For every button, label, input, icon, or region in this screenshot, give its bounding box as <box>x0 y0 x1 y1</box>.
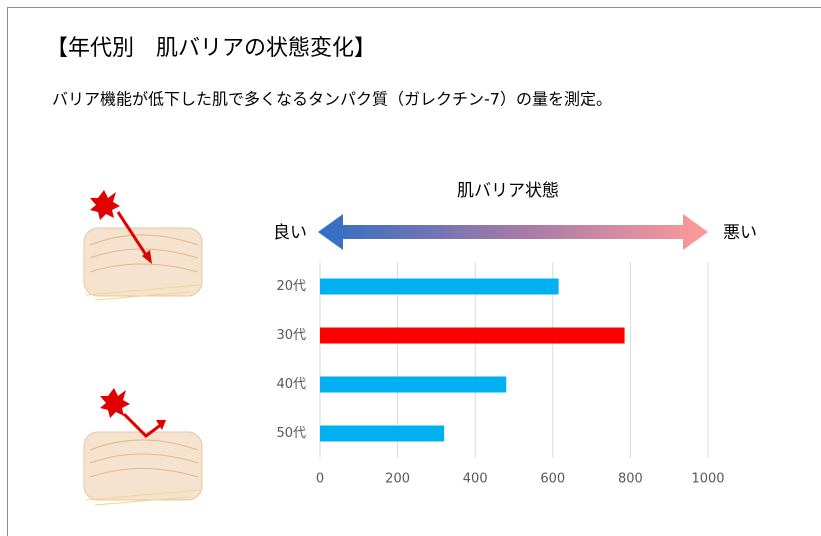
plot: 0 200 400 600 800 1000 20代 30代 40代 50代 <box>276 262 724 487</box>
scale-right-label: 悪い <box>723 223 757 243</box>
y-tick-label: 50代 <box>276 426 306 441</box>
scale-arrow <box>318 214 708 250</box>
x-tick-label: 1000 <box>691 472 724 487</box>
y-tick-label: 20代 <box>276 279 306 294</box>
x-tick-label: 400 <box>463 472 488 487</box>
bar <box>320 426 444 442</box>
y-tick-label: 40代 <box>276 377 306 392</box>
x-tick-label: 600 <box>540 472 565 487</box>
y-tick-label: 30代 <box>276 328 306 343</box>
slide: 【年代別 肌バリアの状態変化】 バリア機能が低下した肌で多くなるタンパク質（ガレ… <box>0 0 821 536</box>
bar <box>320 328 625 344</box>
scale-left-label: 良い <box>273 223 307 243</box>
subtitle: バリア機能が低下した肌で多くなるタンパク質（ガレクチン-7）の量を測定。 <box>52 90 612 109</box>
skin-illustration-damaged <box>84 190 202 300</box>
x-tick-label: 0 <box>316 472 324 487</box>
bar <box>320 279 559 295</box>
bar <box>320 377 506 393</box>
x-tick-label: 800 <box>618 472 643 487</box>
scale-title: 肌バリア状態 <box>457 181 559 201</box>
skin-illustration-healthy <box>84 388 202 505</box>
x-tick-label: 200 <box>385 472 410 487</box>
title: 【年代別 肌バリアの状態変化】 <box>46 36 376 61</box>
